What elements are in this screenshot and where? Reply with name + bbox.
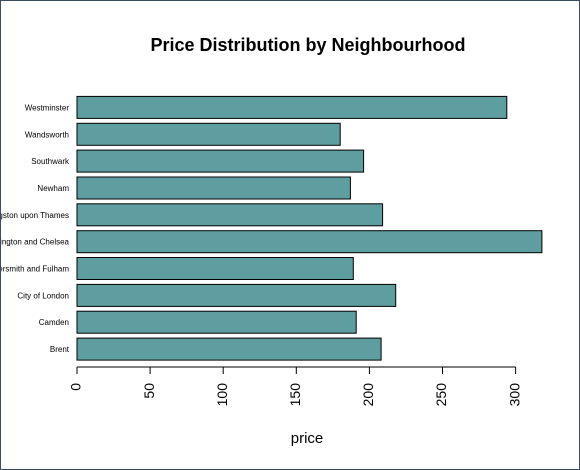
bar-city-of-london xyxy=(76,283,397,307)
category-label: Camden xyxy=(39,318,69,327)
bar-kingston-upon-thames xyxy=(76,203,384,227)
category-label: Kensington and Chelsea xyxy=(1,238,70,247)
bar-wandsworth xyxy=(76,122,341,146)
category-label: Hammersmith and Fulham xyxy=(1,265,69,274)
bar-newham xyxy=(76,176,351,200)
bar-southwark xyxy=(76,149,365,173)
bar-westminster xyxy=(76,95,508,119)
bar-brent xyxy=(76,337,382,361)
x-tick-label: 250 xyxy=(433,383,449,407)
x-tick-label: 150 xyxy=(287,383,303,407)
bar-kensington-and-chelsea xyxy=(76,230,543,254)
bar-hammersmith-and-fulham xyxy=(76,257,354,280)
category-label: Wandsworth xyxy=(25,130,69,139)
x-tick-label: 0 xyxy=(68,383,84,391)
x-axis-label: price xyxy=(291,430,324,447)
x-tick-label: 100 xyxy=(214,383,230,407)
category-label: Kingston upon Thames xyxy=(1,211,69,220)
bars-group xyxy=(76,95,543,361)
x-axis: 0 50 100 150 200 250 300 xyxy=(68,366,522,407)
bar-camden xyxy=(76,310,357,334)
category-label: City of London xyxy=(17,291,69,300)
category-label: Brent xyxy=(50,345,70,354)
category-label: Southwark xyxy=(31,157,70,166)
category-label: Newham xyxy=(37,184,69,193)
x-tick-label: 300 xyxy=(506,383,522,407)
chart-title: Price Distribution by Neighbourhood xyxy=(151,35,466,55)
category-label: Westminster xyxy=(25,103,70,112)
x-tick-label: 50 xyxy=(141,383,157,399)
x-tick-label: 200 xyxy=(360,383,376,407)
y-axis-labels: Brent Camden City of London Hammersmith and… xyxy=(1,103,70,354)
